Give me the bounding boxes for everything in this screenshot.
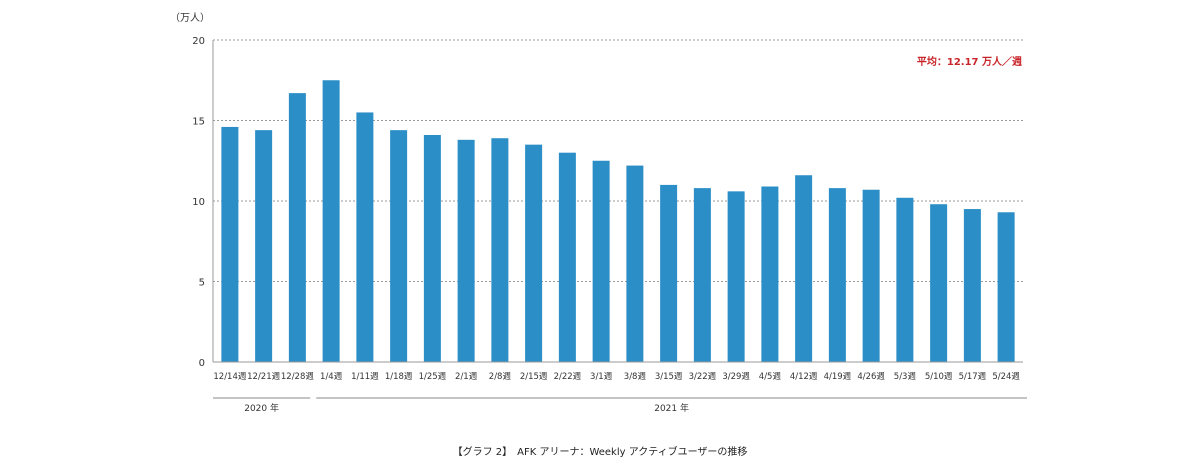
bar (727, 191, 745, 362)
x-tick-label: 4/5週 (759, 372, 782, 382)
bar (761, 186, 779, 362)
bar (288, 93, 306, 362)
gridlines (213, 39, 1023, 282)
year-group-label: 2021 年 (654, 402, 689, 414)
x-tick-label: 12/28週 (281, 372, 314, 382)
x-tick-label: 1/25週 (419, 372, 447, 382)
bars (221, 80, 1015, 362)
average-label: 平均：12.17 万人／週 (917, 55, 1022, 68)
x-tick-label: 5/24週 (992, 372, 1020, 382)
x-tick-label: 1/18週 (385, 372, 413, 382)
x-tick-label: 2/22週 (554, 372, 582, 382)
x-tick-label: 3/29週 (722, 372, 750, 382)
bar (693, 188, 711, 362)
bar (660, 184, 678, 362)
x-tick-label: 3/15週 (655, 372, 683, 382)
bar (255, 130, 273, 362)
year-groups: 2020 年 2021 年 (213, 397, 1027, 414)
bar (457, 139, 475, 362)
x-tick-label: 2/8週 (489, 372, 512, 382)
bar (828, 188, 846, 362)
bar (491, 138, 509, 362)
x-tick-label: 4/26週 (857, 372, 885, 382)
x-tick-label: 12/14週 (213, 372, 246, 382)
bar (862, 189, 880, 362)
bar (930, 204, 948, 362)
bar (423, 134, 441, 362)
y-tick-label: 5 (199, 278, 205, 289)
bar (390, 130, 408, 362)
x-tick-labels: 12/14週 12/21週 12/28週 1/4週 1/11週 1/18週 1/25週 2/1… (213, 372, 1020, 382)
x-tick-label: 5/10週 (925, 372, 953, 382)
bar (322, 80, 340, 362)
x-tick-label: 12/21週 (247, 372, 280, 382)
x-tick-label: 2/15週 (520, 372, 548, 382)
chart-caption: 【グラフ 2】 AFK アリーナ：Weekly アクティブユーザーの推移 (453, 445, 748, 458)
x-tick-label: 1/11週 (351, 372, 379, 382)
x-tick-label: 2/1週 (455, 372, 478, 382)
bar (558, 152, 576, 362)
y-axis-unit: （万人） (170, 12, 210, 24)
bar (592, 160, 610, 362)
y-tick-label: 0 (199, 358, 205, 369)
bar (963, 209, 981, 362)
y-tick-label: 10 (192, 197, 205, 208)
x-tick-label: 5/3週 (894, 372, 917, 382)
bar (795, 175, 813, 362)
x-tick-label: 3/22週 (689, 372, 717, 382)
x-tick-label: 1/4週 (320, 372, 343, 382)
bar (997, 212, 1015, 362)
x-tick-label: 4/19週 (824, 372, 852, 382)
bar (626, 165, 644, 362)
x-tick-label: 3/1週 (590, 372, 613, 382)
bar (221, 126, 239, 362)
bar (896, 197, 914, 362)
year-group-label: 2020 年 (244, 402, 279, 414)
y-tick-label: 15 (192, 117, 205, 128)
x-tick-label: 5/17週 (959, 372, 987, 382)
y-tick-labels: 0 5 10 15 20 (192, 36, 205, 369)
y-tick-label: 20 (192, 36, 205, 47)
axes (212, 40, 1023, 363)
bar (356, 112, 374, 362)
x-tick-label: 4/12週 (790, 372, 818, 382)
bar (525, 144, 543, 362)
x-tick-label: 3/8週 (624, 372, 647, 382)
